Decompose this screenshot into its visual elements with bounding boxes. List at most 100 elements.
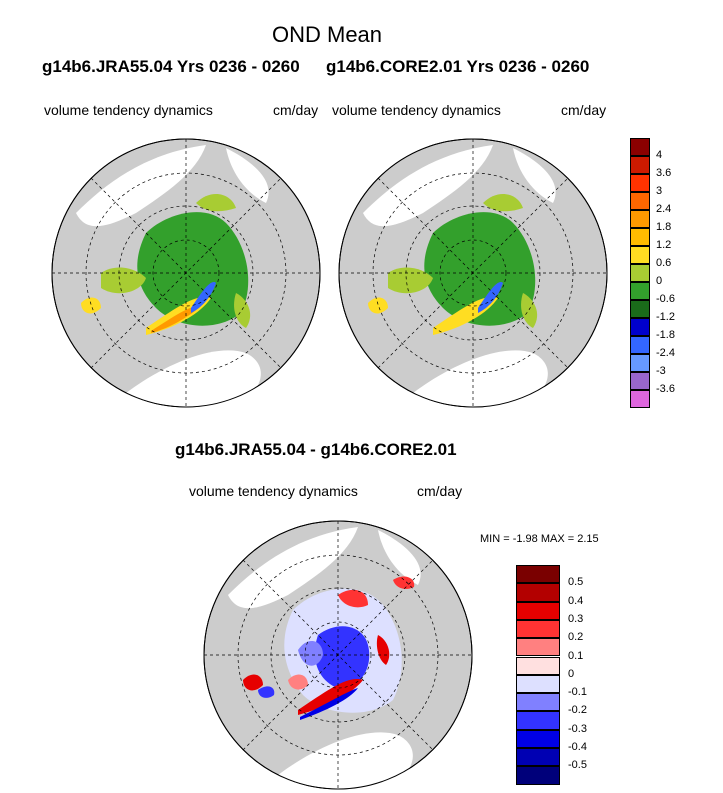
open-ocean xyxy=(278,732,413,789)
open-ocean xyxy=(413,350,548,407)
top-colorbar-label: 1.8 xyxy=(656,221,672,233)
top-colorbar-cell xyxy=(630,156,650,174)
top-colorbar-cell xyxy=(630,372,650,390)
diff-colorbar-cell xyxy=(516,748,560,767)
top-colorbar-label: 3 xyxy=(656,185,663,197)
diff-region-pink xyxy=(288,674,308,690)
diff-colorbar-label: 0.4 xyxy=(568,594,584,607)
map-content xyxy=(338,138,608,408)
ice-region-lightgreen xyxy=(234,293,251,328)
ice-region-lightgreen xyxy=(388,267,433,294)
top-colorbar-cell xyxy=(630,174,650,192)
top-colorbar-cell xyxy=(630,336,650,354)
top-colorbar-cell xyxy=(630,390,650,408)
ice-region-lightgreen xyxy=(483,193,523,212)
ice-region-lightgreen xyxy=(521,293,538,328)
ice-region-lightgreen xyxy=(196,193,236,212)
min-label: MIN = xyxy=(480,533,510,545)
left-polar-map xyxy=(51,138,321,408)
diff-region-blue xyxy=(314,626,370,690)
top-colorbar-cell xyxy=(630,318,650,336)
main-title: OND Mean xyxy=(272,22,383,47)
map-content xyxy=(51,138,321,408)
diff-colorbar-cell xyxy=(516,583,560,602)
diff-edge-blue xyxy=(300,688,358,720)
map-content xyxy=(203,520,473,790)
top-colorbar-cell xyxy=(630,354,650,372)
diff-edge-red xyxy=(298,679,363,715)
diff-colorbar-cell xyxy=(516,619,560,639)
diff-colorbar-cell xyxy=(516,674,560,694)
diff-edge-red xyxy=(243,674,263,691)
diff-colorbar-cell xyxy=(516,766,560,785)
top-colorbar: 4 3.6 3 2.4 1.8 1.2 0.6 0 -0.6 -1.2 -1.8 -2.4 -3 -3.6 xyxy=(630,138,675,408)
top-colorbar-cell xyxy=(630,228,650,246)
right-variable-label: volume tendency dynamics xyxy=(332,102,501,118)
diff-colorbar-label: 0.3 xyxy=(568,612,584,625)
diff-colorbar-label: -0.1 xyxy=(568,686,587,699)
top-colorbar-label: 1.2 xyxy=(656,239,672,251)
diff-min-max: MIN = -1.98 MAX = 2.15 xyxy=(480,533,599,545)
diff-region-red xyxy=(338,589,368,608)
diff-edge-blue xyxy=(258,686,275,698)
top-colorbar-label: 0 xyxy=(656,275,663,287)
diff-colorbar-label: 0.2 xyxy=(568,631,584,644)
right-units-label: cm/day xyxy=(561,102,607,118)
ice-edge-blue xyxy=(478,282,503,313)
diff-colorbar-label: -0.3 xyxy=(568,722,587,735)
open-ocean xyxy=(378,530,421,585)
diff-colorbar: 0.5 0.4 0.3 0.2 0.1 0 -0.1 -0.2 -0.3 -0.4 -0.5 xyxy=(516,565,587,787)
top-colorbar-label: -0.6 xyxy=(656,293,675,305)
diff-title: g14b6.JRA55.04 - g14b6.CORE2.01 xyxy=(175,440,457,459)
diff-variable-label: volume tendency dynamics xyxy=(189,483,358,499)
top-colorbar-cell xyxy=(630,210,650,228)
top-colorbar-label: -3 xyxy=(656,365,666,377)
diff-region-blue xyxy=(298,640,323,666)
top-colorbar-cell xyxy=(630,300,650,318)
open-ocean xyxy=(228,527,358,609)
ice-edge-orange xyxy=(151,305,201,333)
left-case-title: g14b6.JRA55.04 Yrs 0236 - 0260 xyxy=(42,57,300,76)
top-colorbar-label: -1.2 xyxy=(656,311,675,323)
top-colorbar-label: 2.4 xyxy=(656,203,672,215)
top-colorbar-label: 3.6 xyxy=(656,167,672,179)
left-variable-label: volume tendency dynamics xyxy=(44,102,213,118)
diff-colorbar-cell xyxy=(516,693,560,712)
top-colorbar-label: 4 xyxy=(656,149,663,161)
min-value: -1.98 xyxy=(512,533,538,545)
right-polar-map xyxy=(338,138,608,408)
ice-edge-yellow xyxy=(81,297,101,314)
open-ocean xyxy=(126,350,261,407)
top-colorbar-label: 0.6 xyxy=(656,257,672,269)
ice-region-lightgreen xyxy=(101,267,146,294)
diff-units-label: cm/day xyxy=(417,483,463,499)
max-value: 2.15 xyxy=(577,533,599,545)
max-label: MAX = xyxy=(540,533,575,545)
diff-colorbar-label: -0.2 xyxy=(568,704,587,717)
top-colorbar-cell xyxy=(630,138,650,156)
right-case-title: g14b6.CORE2.01 Yrs 0236 - 0260 xyxy=(326,57,590,76)
diff-colorbar-label: 0.1 xyxy=(568,649,584,662)
diff-colorbar-label: 0 xyxy=(568,667,575,680)
left-units-label: cm/day xyxy=(273,102,319,118)
diff-colorbar-cell xyxy=(516,565,560,584)
top-colorbar-label: -3.6 xyxy=(656,383,675,395)
top-colorbar-label: -2.4 xyxy=(656,347,675,359)
diff-colorbar-label: 0.5 xyxy=(568,576,584,589)
top-colorbar-cell xyxy=(630,246,650,264)
open-ocean xyxy=(363,145,493,227)
open-ocean xyxy=(76,145,206,227)
diff-region-red xyxy=(393,576,415,589)
diff-polar-map xyxy=(203,520,473,790)
top-colorbar-label: -1.8 xyxy=(656,329,675,341)
top-colorbar-cell xyxy=(630,192,650,210)
diff-colorbar-label: -0.5 xyxy=(568,759,587,772)
top-colorbar-cell xyxy=(630,264,650,282)
diff-colorbar-cell xyxy=(516,729,560,748)
ice-edge-yellow xyxy=(368,297,388,314)
diff-colorbar-cell xyxy=(516,656,560,675)
diff-region-red xyxy=(376,635,390,665)
diff-colorbar-cell xyxy=(516,711,560,730)
diff-colorbar-cell xyxy=(516,638,560,657)
diff-colorbar-cell xyxy=(516,601,560,620)
